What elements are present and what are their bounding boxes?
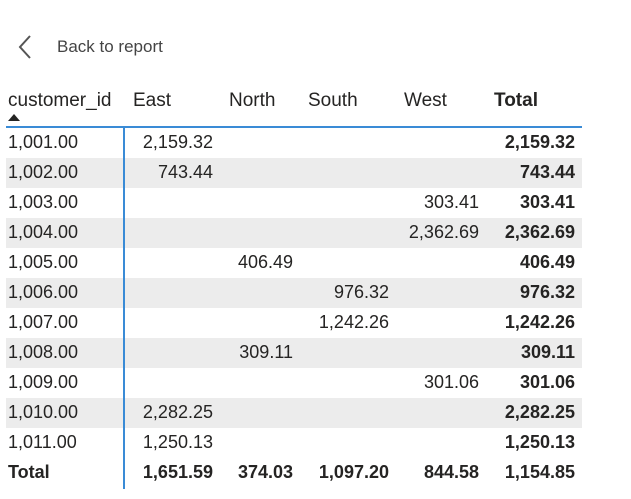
row-header-customer-id: 1,002.00 [8, 162, 79, 182]
table-row[interactable]: 1,007.00 1,242.26 1,242.26 [6, 308, 582, 338]
chevron-left-icon [14, 32, 36, 62]
cell-total: 406.49 [519, 252, 575, 272]
column-header-north[interactable]: North [229, 90, 276, 111]
table-row[interactable]: 1,003.00 303.41 303.41 [6, 188, 582, 218]
row-header-customer-id: 1,011.00 [8, 432, 77, 452]
row-header-customer-id: 1,006.00 [8, 282, 79, 302]
table-row[interactable]: 1,006.00 976.32 976.32 [6, 278, 582, 308]
row-header-customer-id: 1,008.00 [8, 342, 79, 362]
table-row[interactable]: 1,005.00 406.49 406.49 [6, 248, 582, 278]
column-header-east[interactable]: East [133, 90, 172, 111]
cell-east: 2,159.32 [142, 132, 213, 152]
row-header-divider [123, 126, 125, 489]
sort-ascending-icon[interactable] [8, 114, 20, 121]
back-to-report-label: Back to report [57, 37, 163, 56]
cell-east: 743.44 [157, 162, 213, 182]
cell-east: 1,250.13 [142, 432, 213, 452]
cell-total: 743.44 [519, 162, 575, 182]
column-header-customer-id[interactable]: customer_id [8, 90, 112, 111]
cell-north: 406.49 [237, 252, 293, 272]
row-header-customer-id: 1,009.00 [8, 372, 79, 392]
table-row[interactable]: 1,010.00 2,282.25 2,282.25 [6, 398, 582, 428]
row-header-customer-id: 1,001.00 [8, 132, 79, 152]
column-header-total[interactable]: Total [494, 90, 538, 111]
cell-north: 309.11 [239, 342, 293, 362]
row-header-customer-id: 1,004.00 [8, 222, 79, 242]
table-row[interactable]: 1,001.00 2,159.32 2,159.32 [6, 128, 582, 158]
cell-total: 2,282.25 [504, 402, 575, 422]
cell-total: 1,250.13 [504, 432, 575, 452]
row-header-customer-id: 1,010.00 [8, 402, 79, 422]
cell-total: 301.06 [519, 372, 575, 392]
row-header-customer-id: 1,005.00 [8, 252, 79, 272]
cell-west: 2,362.69 [408, 222, 479, 242]
cell-total: 1,154.85 [504, 462, 575, 482]
matrix-header-row: customer_id East North South West Total [6, 84, 582, 128]
table-row[interactable]: 1,008.00 309.11 309.11 [6, 338, 582, 368]
table-row[interactable]: 1,011.00 1,250.13 1,250.13 [6, 428, 582, 458]
matrix-visual: customer_id East North South West Total … [6, 84, 582, 489]
matrix-body: 1,001.00 2,159.32 2,159.32 1,002.00 743.44 74… [6, 128, 582, 488]
row-header-customer-id: 1,003.00 [8, 192, 79, 212]
cell-total: 976.32 [519, 282, 575, 302]
cell-west: 301.06 [423, 372, 479, 392]
table-row[interactable]: 1,009.00 301.06 301.06 [6, 368, 582, 398]
cell-total: 2,159.32 [504, 132, 575, 152]
column-header-south[interactable]: South [308, 90, 358, 111]
column-header-west[interactable]: West [404, 90, 447, 111]
cell-east: 1,651.59 [142, 462, 213, 482]
total-row-label: Total [8, 462, 50, 482]
row-header-customer-id: 1,007.00 [8, 312, 79, 332]
cell-total: 309.11 [520, 342, 575, 362]
table-row[interactable]: 1,004.00 2,362.69 2,362.69 [6, 218, 582, 248]
back-to-report-button[interactable]: Back to report [14, 30, 163, 64]
cell-east: 2,282.25 [142, 402, 213, 422]
cell-total: 1,242.26 [504, 312, 575, 332]
cell-total: 2,362.69 [504, 222, 575, 242]
cell-west: 303.41 [423, 192, 479, 212]
table-row[interactable]: 1,002.00 743.44 743.44 [6, 158, 582, 188]
cell-south: 1,097.20 [318, 462, 389, 482]
cell-south: 976.32 [333, 282, 389, 302]
cell-total: 303.41 [519, 192, 575, 212]
cell-west: 844.58 [423, 462, 479, 482]
total-row[interactable]: Total 1,651.59 374.03 1,097.20 844.58 1,154.8… [6, 458, 582, 488]
cell-south: 1,242.26 [318, 312, 389, 332]
cell-north: 374.03 [237, 462, 293, 482]
